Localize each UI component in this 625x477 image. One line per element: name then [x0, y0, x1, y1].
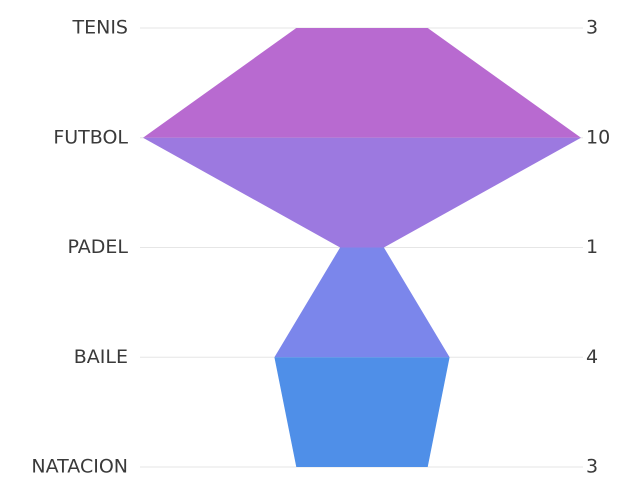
funnel-segment: [274, 247, 450, 358]
category-label: BAILE: [74, 346, 128, 368]
funnel-segment: [143, 137, 581, 248]
funnel-segment: [274, 357, 450, 467]
value-label: 3: [586, 17, 598, 39]
category-label: NATACION: [31, 456, 128, 477]
category-label: FUTBOL: [53, 126, 128, 148]
value-label: 1: [586, 236, 598, 258]
value-label: 3: [586, 456, 598, 477]
funnel-segment: [143, 28, 581, 138]
value-label: 10: [586, 126, 610, 148]
value-label: 4: [586, 346, 598, 368]
category-label: TENIS: [72, 17, 129, 39]
category-label: PADEL: [68, 236, 129, 258]
